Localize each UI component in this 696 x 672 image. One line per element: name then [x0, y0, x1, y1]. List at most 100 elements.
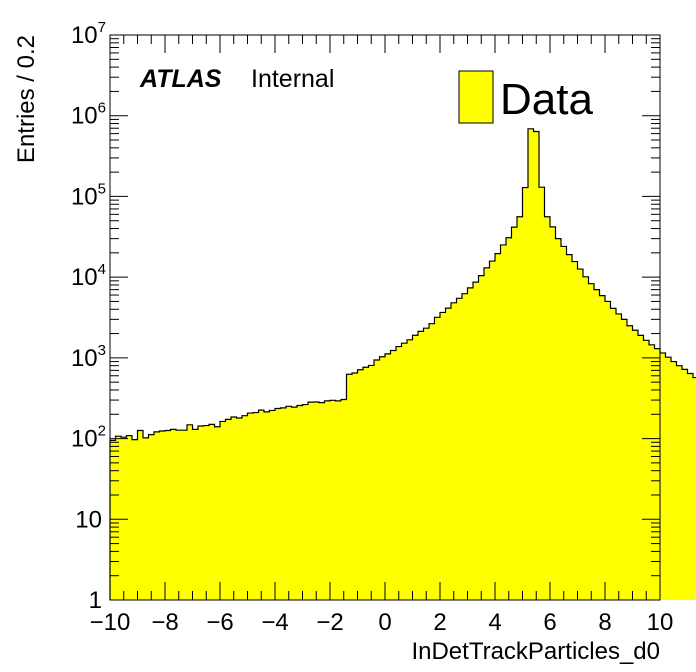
legend: Data	[458, 70, 593, 124]
x-tick-label: −8	[151, 609, 178, 636]
histogram-bin	[280, 407, 287, 600]
y-tick-labels: 1 10 102 103 104 105 106 107	[71, 19, 106, 614]
y-tick-label: 102	[71, 423, 106, 453]
histogram-bin	[412, 335, 419, 600]
histogram-bin	[137, 430, 144, 600]
histogram-bin	[308, 402, 314, 600]
histogram-bin	[643, 340, 650, 600]
axis-ticks	[109, 34, 661, 601]
histogram-bin	[203, 425, 210, 600]
histogram-bin	[324, 400, 331, 600]
histogram-bin	[363, 367, 369, 600]
x-tick-label: −4	[261, 609, 288, 636]
histogram-bin	[192, 429, 199, 600]
histogram-bin	[291, 407, 298, 600]
internal-label: Internal	[251, 65, 334, 93]
histogram-bin	[484, 267, 490, 600]
histogram-bin	[346, 374, 353, 600]
histogram-bin	[506, 237, 512, 600]
histogram-bin	[456, 298, 463, 600]
histogram-bin	[143, 437, 149, 600]
histogram-bin	[297, 405, 303, 600]
histogram-bin	[330, 400, 336, 600]
histogram-bin	[181, 430, 188, 600]
histogram-bin	[368, 365, 375, 600]
histogram-bin	[247, 413, 254, 600]
histogram-bin	[396, 346, 402, 600]
histogram-bin	[187, 424, 193, 600]
histogram-bin	[401, 343, 408, 600]
histogram-bin	[440, 312, 446, 600]
histogram-bin	[511, 227, 518, 600]
histogram-bin	[467, 287, 474, 600]
legend-label: Data	[500, 75, 593, 124]
histogram-bin	[253, 412, 259, 600]
histogram-bin	[610, 308, 617, 600]
histogram-bin	[258, 410, 265, 600]
y-tick-label: 103	[71, 342, 106, 372]
histogram-bin	[209, 424, 215, 600]
histogram-bin	[385, 353, 391, 600]
histogram-bin	[236, 417, 243, 600]
histogram-bin	[132, 439, 138, 600]
histogram-bin	[594, 289, 600, 600]
y-tick-label: 10	[75, 506, 102, 533]
histogram-bin	[418, 331, 424, 600]
histogram-bin	[682, 369, 688, 600]
histogram-bin	[374, 360, 380, 600]
histogram-bin	[154, 431, 160, 600]
histogram-bin	[500, 244, 507, 601]
x-tick-label: −2	[316, 609, 343, 636]
histogram-bin	[176, 430, 182, 600]
x-tick-label: 8	[598, 609, 611, 636]
histogram-bin	[473, 282, 479, 600]
histogram-bin	[495, 253, 501, 600]
histogram-bin	[616, 313, 622, 600]
histogram-bin	[451, 302, 457, 600]
histogram-bin	[517, 216, 523, 600]
histogram-bin	[632, 330, 639, 600]
histogram-bin	[445, 308, 452, 600]
x-tick-label: −10	[90, 609, 131, 636]
histogram-bin	[379, 356, 386, 600]
histogram-bin	[313, 401, 320, 600]
y-tick-label: 107	[71, 19, 106, 49]
histogram-bin	[676, 365, 683, 600]
histogram-bin	[588, 283, 595, 600]
histogram-bin	[170, 429, 177, 600]
histogram-bin	[115, 436, 122, 600]
x-tick-label: 2	[433, 609, 446, 636]
histogram-bin	[555, 238, 562, 600]
histogram-bin	[335, 400, 342, 600]
histogram-bin	[544, 216, 551, 600]
histogram-bin	[225, 419, 232, 600]
histogram-bin	[269, 410, 276, 600]
histogram-bin	[539, 187, 545, 601]
histogram-bin	[566, 254, 573, 600]
histogram-bin	[654, 348, 661, 600]
y-tick-label: 106	[71, 100, 106, 130]
histogram-bin	[286, 406, 292, 600]
x-tick-label: 10	[647, 609, 674, 636]
histogram-bin	[687, 373, 694, 600]
histogram-bin	[627, 325, 633, 600]
y-tick-label: 1	[89, 587, 102, 614]
histogram-bin	[462, 293, 468, 600]
histogram-bin	[478, 275, 485, 600]
histogram-bin	[148, 434, 155, 600]
x-tick-label: −6	[206, 609, 233, 636]
histogram-bin	[319, 402, 325, 600]
histogram-bin	[638, 335, 644, 600]
histogram-bin	[533, 131, 540, 600]
histogram-bin	[242, 415, 248, 600]
y-axis-title: Entries / 0.2	[13, 35, 40, 163]
x-tick-label: 6	[543, 609, 556, 636]
histogram-bin	[352, 373, 358, 600]
histogram-bin	[165, 430, 171, 600]
histogram-bin	[302, 404, 309, 600]
histogram-bin	[407, 339, 413, 600]
histogram-bin	[390, 350, 397, 600]
histogram-outline	[109, 128, 696, 600]
histogram-bin	[528, 128, 534, 600]
